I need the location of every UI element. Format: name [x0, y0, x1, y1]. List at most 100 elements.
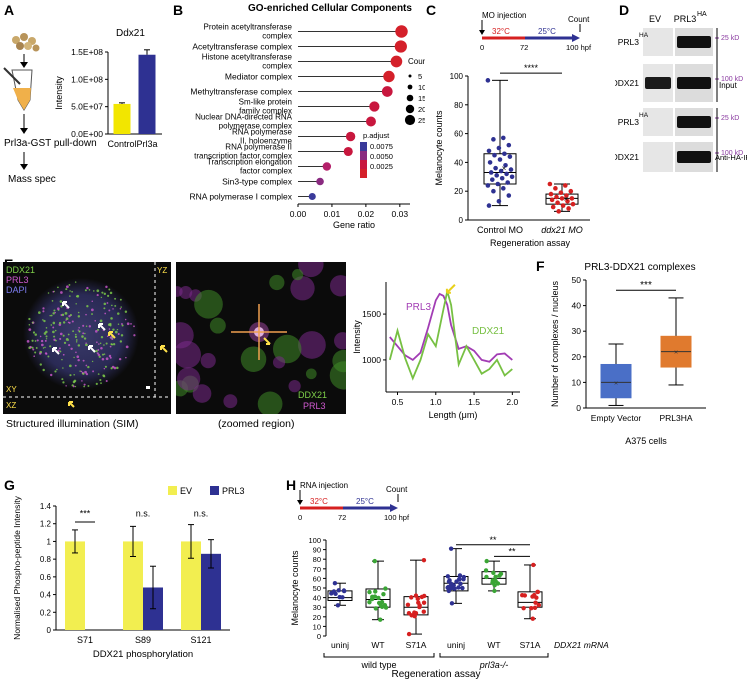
- speckle: [91, 313, 93, 315]
- data-point: [485, 183, 491, 188]
- row-superscript: HA: [639, 32, 649, 39]
- color-legend-swatch: [360, 160, 367, 169]
- speckle: [64, 311, 68, 315]
- speckle: [65, 317, 69, 321]
- timeline-tick: 100 hpf: [566, 43, 592, 52]
- data-point: [521, 605, 526, 611]
- x-tick-label: WT: [371, 640, 384, 650]
- data-point: [503, 162, 508, 168]
- x-axis-label: A375 cells: [625, 436, 667, 446]
- speckle: [114, 297, 117, 300]
- speckle: [78, 326, 80, 329]
- x-tick-label: 1.0: [430, 397, 442, 407]
- speckle: [47, 355, 50, 358]
- size-legend-label: 15: [418, 94, 425, 103]
- zoom-blob: [240, 346, 267, 372]
- label-25c: 25°C: [538, 27, 556, 36]
- y-tick-label: 50: [313, 584, 321, 593]
- speckle: [68, 315, 71, 318]
- speckle: [87, 365, 90, 369]
- x-axis-label: DDX21 phosphorylation: [93, 649, 193, 660]
- workflow-diagram: Prl3a-GST pull-down Mass spec: [3, 33, 97, 185]
- data-point: [390, 55, 403, 68]
- speckle: [65, 385, 67, 387]
- chart-e: 1000 1500 0.5 1.0 1.5 2.0 Intensity Length (μm)…: [352, 282, 520, 420]
- lane-label: PRL3: [674, 14, 697, 24]
- speckle: [77, 358, 80, 362]
- blot-lane: [643, 28, 673, 56]
- speckle: [71, 290, 73, 293]
- speckle: [62, 334, 65, 337]
- speckle: [105, 380, 108, 383]
- chart-f-title: PRL3-DDX21 complexes: [584, 262, 695, 273]
- speckle: [80, 370, 83, 373]
- speckle: [57, 307, 60, 310]
- speckle: [100, 336, 104, 339]
- data-point: [449, 601, 455, 606]
- speckle: [45, 352, 48, 355]
- panel-letter-f: F: [536, 258, 545, 274]
- speckle: [102, 374, 105, 377]
- data-point: [569, 196, 575, 201]
- y-tick-label: 100: [450, 72, 464, 81]
- lane-label: EV: [649, 14, 661, 24]
- speckle: [119, 298, 122, 301]
- speckle: [42, 307, 45, 310]
- data-point: [367, 589, 372, 595]
- panel-letter-g: G: [4, 477, 15, 493]
- speckle: [85, 313, 87, 316]
- data-point: [373, 606, 379, 611]
- sim-image: DDX21 PRL3 DAPI YZ XY XZ: [3, 262, 171, 414]
- data-point: [461, 576, 466, 582]
- y-axis-label: Intensity: [54, 76, 64, 110]
- data-point: [308, 192, 316, 201]
- bar-ev: [65, 541, 85, 630]
- data-point: [369, 101, 380, 112]
- legend-label: PRL3: [222, 486, 245, 496]
- y-tick-label: 0: [317, 632, 321, 641]
- speckle: [104, 365, 107, 368]
- category-label-line: transcription factor complex: [194, 152, 292, 161]
- speckle: [109, 336, 112, 339]
- speckle: [87, 385, 90, 387]
- zoom-blob: [290, 276, 315, 301]
- data-point: [486, 148, 492, 154]
- speckle: [77, 311, 80, 314]
- speckle: [95, 382, 98, 385]
- speckle: [84, 289, 87, 292]
- mean-marker: ×: [502, 164, 507, 173]
- bar-ev: [181, 541, 201, 630]
- speckle: [130, 322, 132, 325]
- arrow-markers: [52, 301, 168, 408]
- chart-g: 0 0.2 0.4 0.6 0.8 1 1.2 1.4 Normalised Phospho-p…: [12, 486, 245, 660]
- data-point: [378, 603, 384, 608]
- speckle: [112, 343, 116, 346]
- timeline-c: MO injection 32°C 25°C Count 0 72 100 hpf: [479, 11, 592, 52]
- speckle: [103, 344, 105, 346]
- speckle: [65, 319, 67, 321]
- speckle: [74, 335, 78, 338]
- x-axis-label: Regeneration assay: [490, 238, 571, 248]
- data-point: [406, 631, 412, 637]
- speckle: [74, 281, 77, 283]
- speckle: [96, 294, 99, 297]
- data-point: [520, 593, 525, 598]
- speckle: [101, 291, 104, 294]
- zoom-blob: [329, 361, 359, 390]
- data-point: [550, 204, 556, 210]
- speckle: [105, 285, 108, 289]
- speckle: [72, 330, 75, 333]
- y-tick-label: 10: [313, 622, 321, 631]
- category-label: Mediator complex: [225, 72, 293, 82]
- x-tick-label: Control MO: [477, 225, 523, 235]
- speckle: [85, 364, 88, 367]
- blot-lane: [643, 108, 673, 136]
- speckle: [49, 345, 52, 348]
- speckle: [121, 324, 124, 327]
- speckle: [91, 308, 94, 312]
- color-legend-label: 0.0025: [370, 162, 393, 171]
- panel-c: MO injection 32°C 25°C Count 0 72 100 hpf 0 20 4…: [434, 11, 592, 248]
- speckle: [34, 333, 37, 336]
- category-label: RNA polymerase II transcription factor co…: [194, 143, 292, 161]
